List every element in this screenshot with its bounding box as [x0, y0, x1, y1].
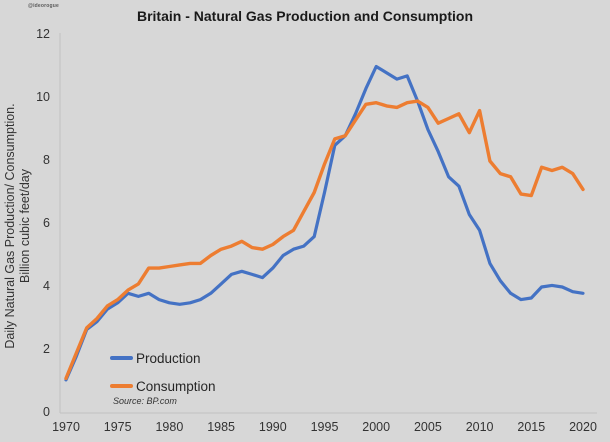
legend: Production Consumption	[110, 344, 216, 400]
consumption-swatch	[110, 383, 133, 389]
production-swatch	[110, 355, 133, 361]
chart-title: Britain - Natural Gas Production and Con…	[136, 8, 473, 24]
x-tick-label: 2005	[413, 420, 442, 434]
legend-item-production: Production	[110, 344, 216, 372]
x-tick-label: 1985	[207, 420, 235, 434]
x-tick-label: 1980	[155, 420, 184, 434]
y-tick-label: 0	[43, 405, 50, 419]
source-note: Source: BP.com	[113, 396, 177, 406]
x-tick-label: 2010	[465, 420, 494, 434]
x-tick-label: 2020	[569, 420, 597, 434]
x-tick-label: 1970	[52, 420, 80, 434]
legend-label-production: Production	[136, 350, 201, 366]
x-tick-label: 2000	[362, 420, 391, 434]
y-tick-label: 2	[43, 342, 50, 356]
y-tick-label: 10	[36, 90, 50, 104]
y-tick-label: 12	[36, 27, 50, 41]
legend-item-consumption: Consumption	[110, 372, 216, 400]
x-tick-label: 1990	[258, 420, 287, 434]
legend-label-consumption: Consumption	[136, 378, 216, 394]
consumption-line	[64, 99, 585, 381]
y-tick-label: 8	[43, 153, 50, 167]
y-tick-label: 6	[43, 216, 50, 230]
y-tick-label: 4	[43, 279, 50, 293]
x-tick-label: 1995	[310, 420, 339, 434]
x-tick-label: 2015	[517, 420, 546, 434]
watermark: @ideorogue	[28, 3, 60, 9]
production-line	[64, 64, 585, 382]
x-tick-label: 1975	[103, 420, 132, 434]
